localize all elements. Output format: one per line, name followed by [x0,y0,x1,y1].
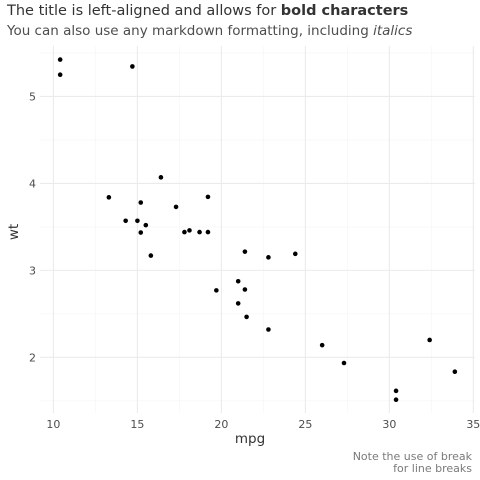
data-point [57,72,63,77]
x-tick-label: 35 [466,418,480,431]
y-tick-label: 2 [29,351,36,364]
data-point [319,342,325,348]
data-point [341,360,347,366]
data-point [205,194,211,200]
grid-lines [40,46,475,413]
data-point [106,195,112,200]
data-point [292,251,298,257]
data-point [214,288,219,293]
data-point [182,229,187,235]
caption-line-2: for line breaks [393,462,472,475]
y-tick-label: 5 [29,90,36,103]
x-tick-label: 25 [298,418,312,431]
x-tick-label: 15 [130,418,144,431]
data-point [135,218,140,224]
y-axis-ticks: 2 3 4 5 [29,90,36,364]
chart-subtitle-italic: italics [373,23,413,39]
caption-line-1: Note the use of break [352,450,472,463]
data-point [197,229,202,235]
x-tick-label: 30 [382,418,396,431]
data-point [242,249,248,254]
data-point [57,57,63,62]
data-point [393,397,399,402]
x-tick-label: 10 [46,418,60,431]
data-point [148,253,154,258]
y-tick-label: 3 [29,264,36,277]
x-axis-ticks: 10 15 20 25 30 35 [46,418,480,431]
data-point [138,200,144,205]
data-point [235,301,241,306]
data-point [130,64,135,69]
data-point [158,175,164,180]
x-axis-title: mpg [235,431,265,447]
data-points [57,57,458,402]
data-point [452,369,458,374]
data-point [427,337,432,343]
data-point [205,229,211,235]
data-point [235,278,241,284]
data-point [242,287,248,292]
data-point [266,255,271,260]
data-point [266,327,271,332]
data-point [138,230,144,235]
data-point [393,388,399,394]
chart-title-bold: bold characters [280,3,409,19]
chart-subtitle: You can also use any markdown formatting… [7,23,412,39]
data-point [123,218,128,224]
chart-title: The title is left-aligned and allows for… [7,3,408,19]
y-tick-label: 4 [29,177,36,190]
chart-title-plain: The title is left-aligned and allows for [7,3,281,19]
y-axis-title: wt [6,224,22,240]
x-tick-label: 20 [214,418,228,431]
data-point [173,204,179,210]
chart-subtitle-plain: You can also use any markdown formatting… [7,23,374,39]
chart-caption: Note the use of break for line breaks [353,451,472,475]
data-point [244,314,249,320]
data-point [143,222,149,228]
data-point [187,228,192,233]
